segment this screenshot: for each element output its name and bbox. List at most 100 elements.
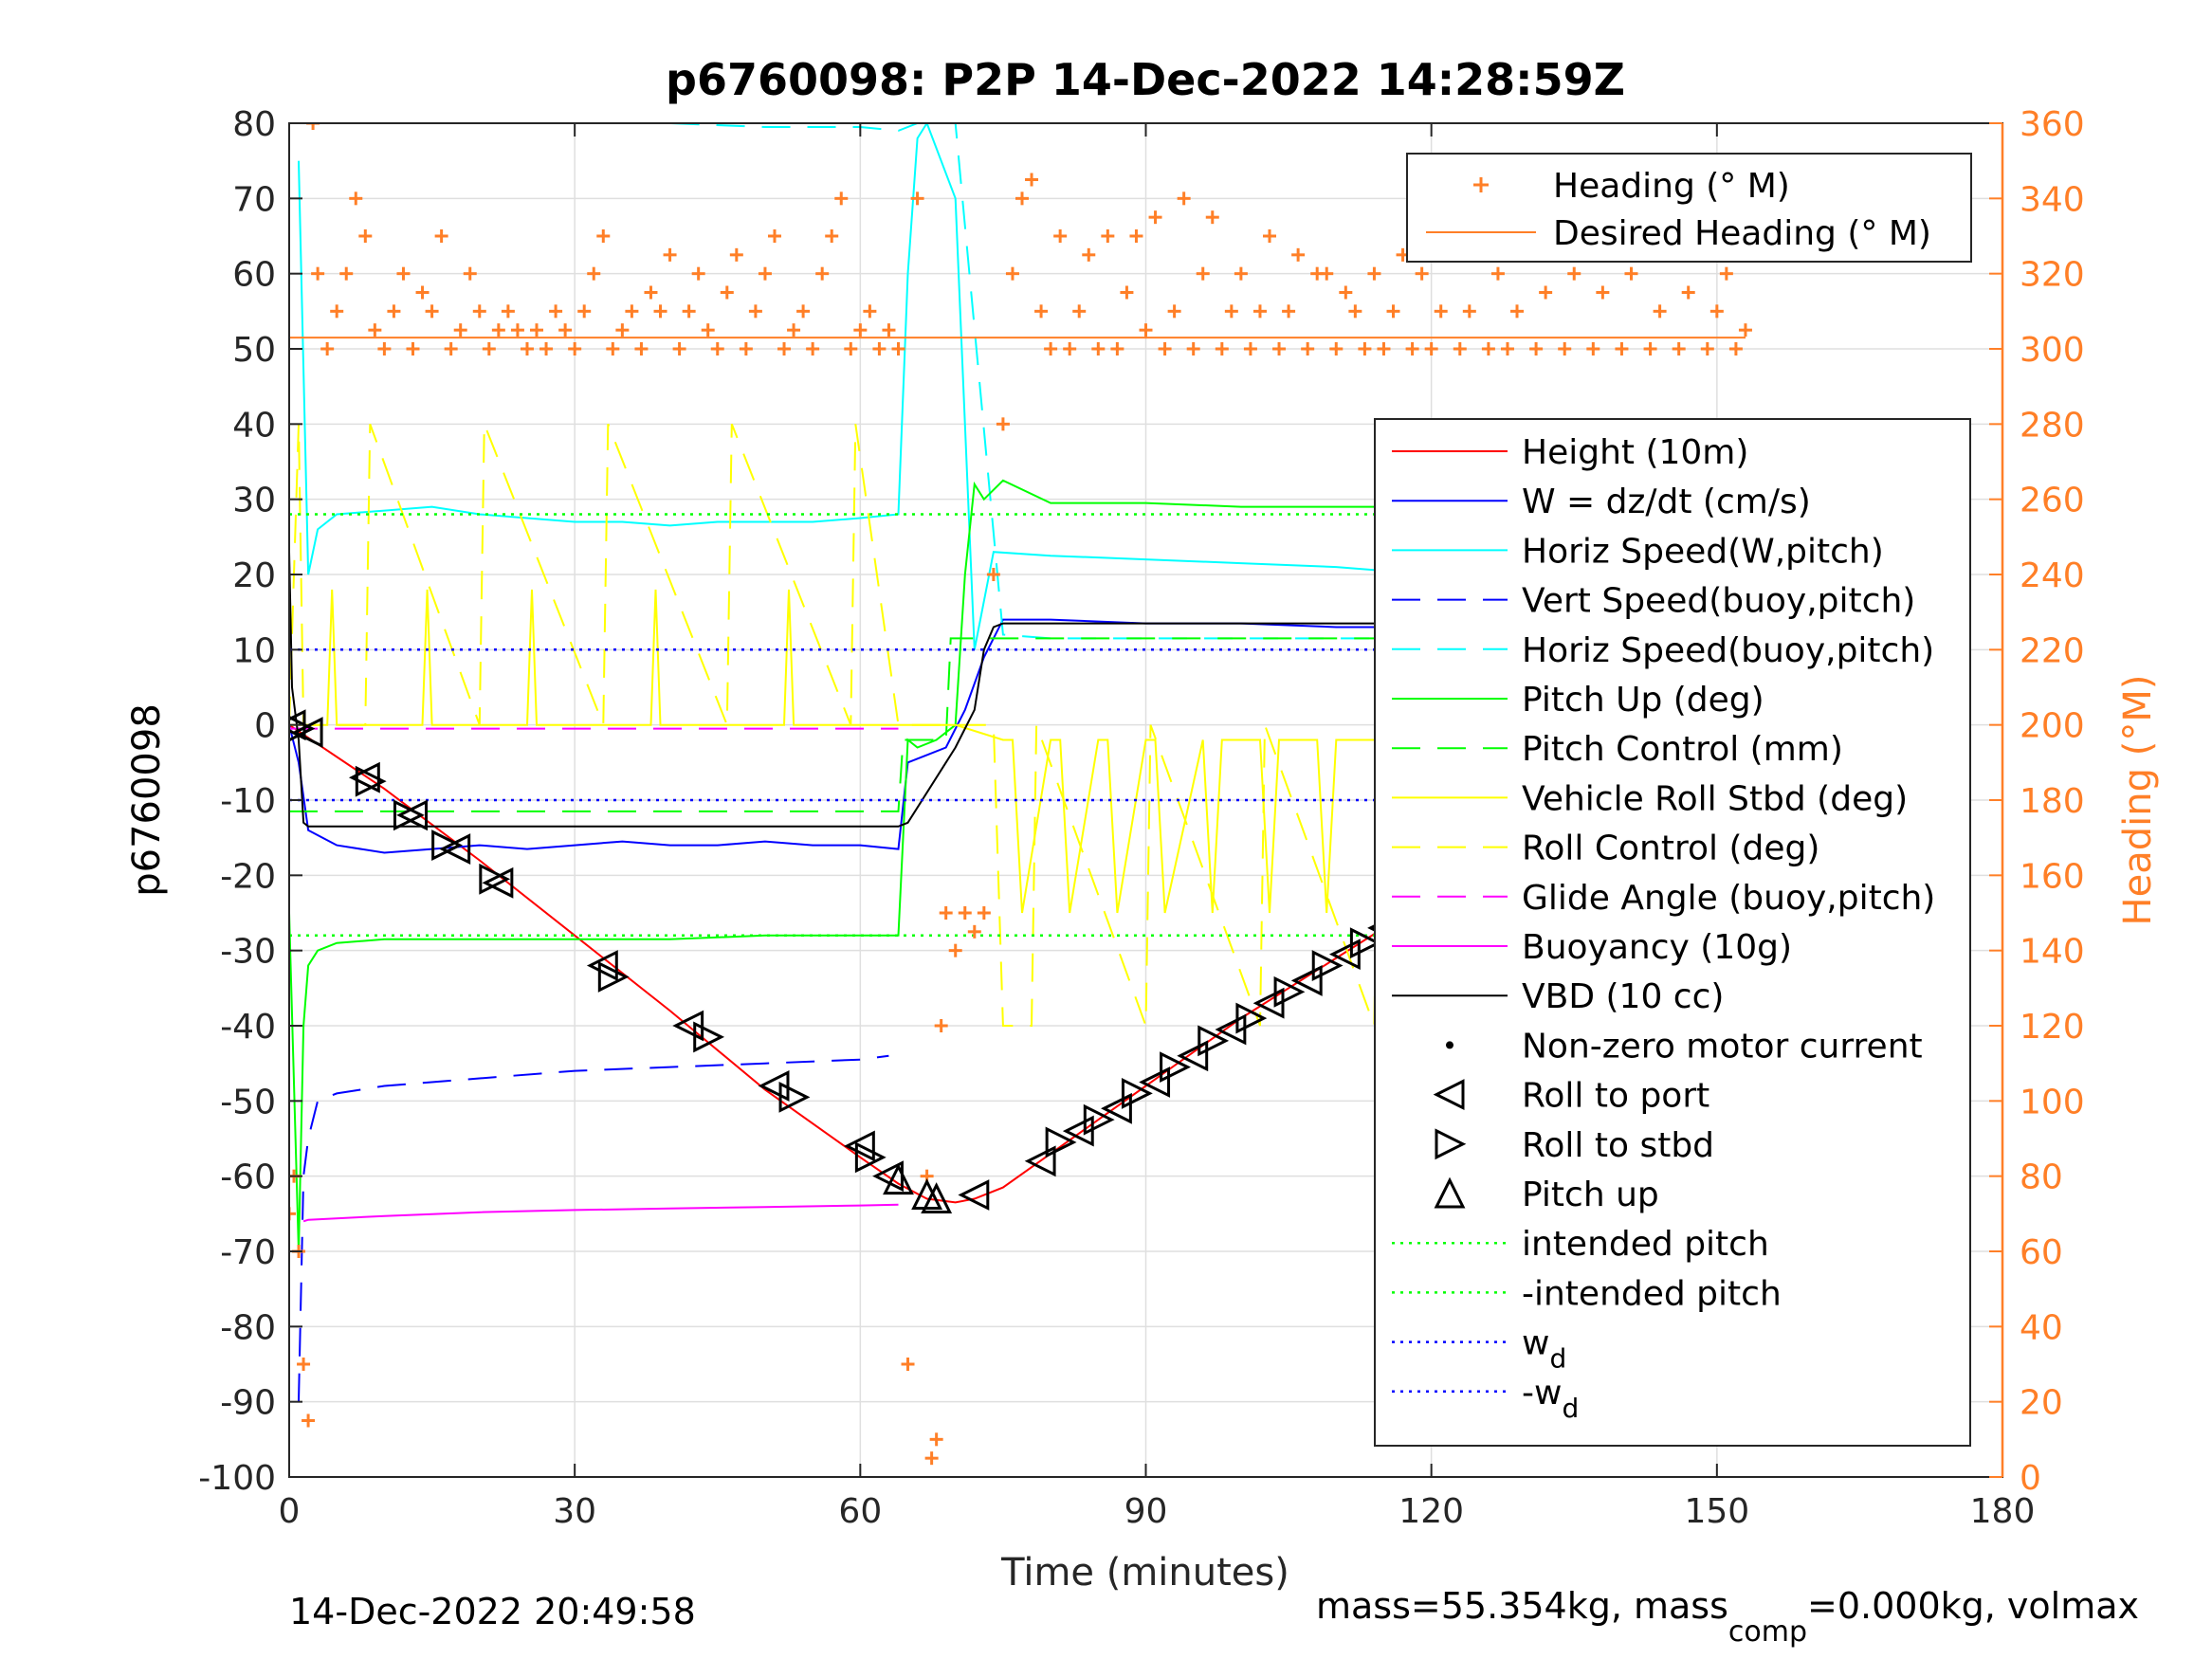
heading-point [1044, 342, 1058, 356]
heading-point [958, 906, 972, 920]
footer-timestamp: 14-Dec-2022 20:49:58 [289, 1591, 696, 1632]
heading-point [596, 229, 611, 243]
heading-point [825, 229, 839, 243]
heading-point [320, 342, 335, 356]
heading-point [1672, 342, 1686, 356]
heading-point [1263, 229, 1277, 243]
roll-stbd-marker [1160, 1051, 1191, 1084]
y2-tick-label: 160 [2020, 857, 2085, 896]
roll-port-marker [586, 950, 618, 981]
heading-point [1653, 304, 1667, 319]
heading-point [644, 285, 658, 300]
heading-point [701, 323, 715, 337]
roll-stbd-marker [431, 830, 463, 862]
heading-point [948, 943, 962, 957]
heading-point [1320, 266, 1334, 281]
heading-point [1481, 342, 1495, 356]
y-tick-label: -80 [220, 1308, 276, 1347]
heading-point [1091, 342, 1106, 356]
heading-point [339, 266, 354, 281]
y-tick-label: -20 [220, 857, 276, 896]
heading-point [777, 342, 792, 356]
roll-stbd-marker [597, 961, 630, 993]
heading-point [434, 229, 448, 243]
legend-main-label: Vert Speed(buoy,pitch) [1522, 582, 1915, 621]
roll-port-marker [958, 1179, 990, 1211]
series-pitch-up-deg- [289, 479, 1746, 1252]
axes-layer: 0 30 60 90 120 150 180-100-90-80-70-60-50-40-3… [198, 105, 2084, 1531]
y2-tick-label: 280 [2020, 406, 2085, 445]
legend-main-label: intended pitch [1522, 1225, 1769, 1264]
heading-point [289, 1207, 296, 1221]
heading-point [387, 304, 401, 319]
heading-point [1252, 304, 1267, 319]
series-pitch-control-mm- [289, 637, 1746, 812]
heading-point [1101, 229, 1115, 243]
heading-point [1681, 285, 1695, 300]
legend-heading: Heading (° M) Desired Heading (° M) [1406, 153, 1972, 263]
heading-point [1567, 266, 1581, 281]
heading-point [330, 304, 344, 319]
footer-mass: mass=55.354kg, mass [1316, 1585, 1728, 1627]
heading-point [501, 304, 515, 319]
heading-point [882, 323, 896, 337]
roll-port-marker [1177, 1040, 1209, 1072]
heading-point [1643, 342, 1657, 356]
heading-point [453, 323, 467, 337]
footer-mass-tail: =0.000kg, volmax [1807, 1585, 2140, 1627]
heading-point [1186, 342, 1200, 356]
roll-stbd-marker [1273, 975, 1306, 1008]
y-tick-label: -70 [220, 1233, 276, 1272]
y-tick-label: -10 [220, 782, 276, 821]
heading-point [891, 342, 905, 356]
y2-tick-label: 320 [2020, 256, 2085, 295]
heading-point [302, 1413, 316, 1428]
heading-point [1025, 173, 1039, 187]
roll-port-marker [843, 1130, 875, 1162]
legend-main-label: W = dz/dt (cm/s) [1522, 483, 1811, 521]
heading-point [1586, 342, 1600, 356]
heading-point [1738, 323, 1752, 337]
legend-main-label: Height (10m) [1522, 433, 1748, 472]
heading-point [1215, 342, 1229, 356]
heading-point [767, 229, 781, 243]
legend-main-label: Roll to stbd [1522, 1126, 1714, 1165]
heading-point [844, 342, 858, 356]
y-tick-label: 20 [232, 556, 276, 595]
y2-tick-label: 340 [2020, 180, 2085, 219]
roll-stbd-marker [693, 1021, 725, 1053]
roll-stbd-marker [854, 1141, 887, 1174]
legend-main-label: Pitch up [1522, 1176, 1659, 1214]
y-tick-label: 50 [232, 331, 276, 370]
y-tick-label: -60 [220, 1158, 276, 1197]
heading-point [1329, 342, 1344, 356]
heading-layer [289, 123, 1752, 1466]
roll-port-marker [1024, 1145, 1056, 1177]
y2-tick-label: 80 [2020, 1158, 2063, 1197]
heading-point [463, 266, 477, 281]
legend-main-box [1374, 418, 1971, 1447]
heading-point [1034, 304, 1049, 319]
heading-point [1490, 266, 1505, 281]
heading-point [530, 323, 544, 337]
footer-mass-sub: comp [1728, 1615, 1808, 1649]
heading-point [297, 1358, 311, 1371]
x-tick-label: 150 [1684, 1492, 1749, 1531]
legend-tri-left [1433, 1079, 1465, 1111]
roll-stbd-marker [1121, 1077, 1153, 1109]
heading-point [358, 229, 373, 243]
y2-tick-label: 100 [2020, 1083, 2085, 1121]
heading-point [1110, 342, 1124, 356]
heading-point [1291, 247, 1306, 262]
roll-stbd-marker [355, 765, 387, 797]
y2-tick-label: 40 [2020, 1308, 2063, 1347]
x-tick-label: 0 [279, 1492, 301, 1531]
heading-point [1624, 266, 1638, 281]
heading-point [787, 323, 801, 337]
heading-point [1596, 285, 1610, 300]
y2-tick-label: 0 [2020, 1459, 2041, 1498]
heading-point [1272, 342, 1287, 356]
legend-main-label: Roll Control (deg) [1522, 830, 1819, 868]
heading-point [1453, 342, 1467, 356]
